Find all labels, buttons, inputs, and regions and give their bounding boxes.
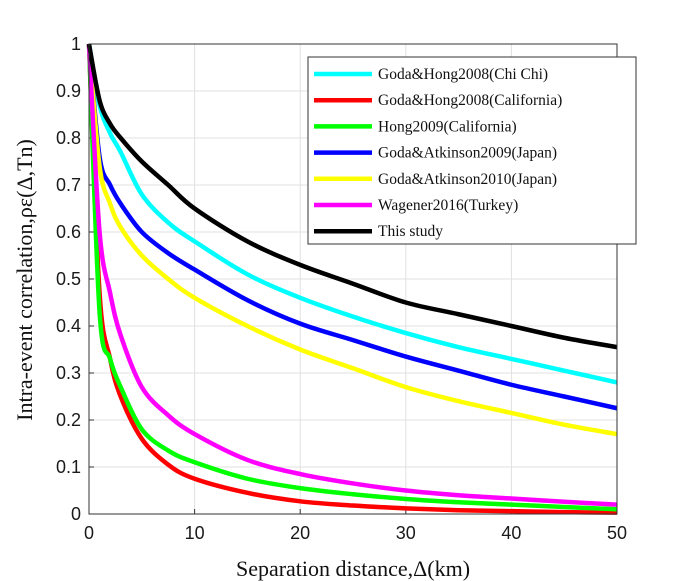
- x-tick-label: 20: [290, 523, 310, 543]
- legend-entry: Goda&Atkinson2009(Japan): [378, 145, 557, 162]
- legend-entry: Goda&Hong2008(California): [378, 92, 562, 109]
- tick-labels: 0 10 20 30 40 50 0 0.1 0.2 0.3 0.4 0.5 0.6 0.7 0.8 0.9 1: [56, 34, 627, 543]
- y-tick-label: 0.8: [56, 128, 81, 148]
- series-line-goda-atkinson2010-japan-: [86, 43, 618, 437]
- y-tick-label: 0.3: [56, 363, 81, 383]
- series-line-goda-hong2008-california-: [86, 43, 618, 515]
- legend: Goda&Hong2008(Chi Chi) Goda&Hong2008(Cali…: [307, 56, 637, 245]
- legend-entry: This study: [378, 223, 443, 240]
- y-tick-label: 1: [71, 34, 81, 54]
- axes-frame: [88, 43, 618, 515]
- x-tick-label: 30: [396, 523, 416, 543]
- x-tick-label: 50: [607, 523, 627, 543]
- series-line-wagener2016-turkey-: [86, 43, 618, 507]
- y-axis-label: Intra-event correlation,ρε(Δ,Tn): [12, 139, 37, 421]
- y-tick-label: 0.5: [56, 269, 81, 289]
- y-tick-label: 0: [71, 504, 81, 524]
- x-tick-label: 40: [501, 523, 521, 543]
- x-tick-label: 10: [185, 523, 205, 543]
- series-line-this-study: [86, 43, 618, 350]
- series-line-goda-atkinson2009-japan-: [86, 43, 618, 411]
- y-tick-label: 0.9: [56, 81, 81, 101]
- series-line-goda-hong2008-chi-chi-: [86, 43, 618, 385]
- x-tick-label: 0: [84, 523, 94, 543]
- legend-entry: Goda&Atkinson2010(Japan): [378, 171, 557, 188]
- series-lines: [86, 43, 618, 515]
- y-tick-label: 0.1: [56, 457, 81, 477]
- y-tick-label: 0.2: [56, 410, 81, 430]
- series-line-hong2009-california-: [86, 43, 618, 512]
- y-tick-label: 0.6: [56, 222, 81, 242]
- legend-entry: Goda&Hong2008(Chi Chi): [378, 66, 548, 83]
- y-tick-label: 0.7: [56, 175, 81, 195]
- x-axis-label: Separation distance,Δ(km): [236, 556, 470, 581]
- legend-entry: Hong2009(California): [378, 118, 517, 135]
- legend-entry: Wagener2016(Turkey): [378, 197, 518, 214]
- y-tick-label: 0.4: [56, 316, 81, 336]
